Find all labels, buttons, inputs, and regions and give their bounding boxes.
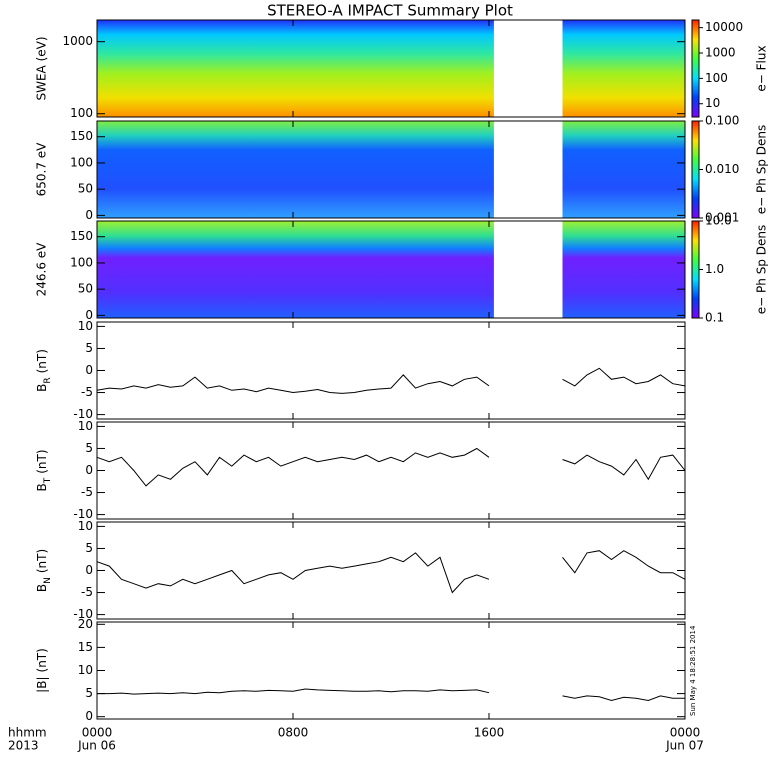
y-tick-label: 100 — [70, 106, 93, 120]
y-tick-label: -10 — [73, 607, 93, 621]
y-label-subscript: R — [43, 377, 53, 383]
data-line — [96, 447, 686, 487]
y-tick-label: 5 — [85, 341, 93, 355]
y-tick-label: 15 — [78, 640, 93, 654]
timestamp: Sun May 4 18:28:51 2014 — [689, 625, 697, 716]
colorbar-tick-label: 0.010 — [705, 162, 739, 176]
y-tick-label: 100 — [70, 255, 93, 269]
y-tick-label: 10 — [78, 419, 93, 433]
year-label: 2013 — [8, 739, 39, 753]
x-tick-label: 0000 — [82, 726, 113, 740]
y-tick-label: -5 — [81, 585, 93, 599]
data-line — [96, 367, 686, 394]
spectrogram-segment — [562, 121, 685, 218]
x-tick-label: 0000 — [670, 726, 701, 740]
y-tick-label: -5 — [81, 385, 93, 399]
panel-frame — [96, 321, 686, 420]
y-axis-label: BR (nT) — [35, 349, 53, 392]
y-tick-label: 150 — [70, 229, 93, 243]
colorbar-tick-label: 100 — [705, 71, 728, 85]
colorbar-tick-label: 10 — [705, 96, 720, 110]
y-tick-label: -10 — [73, 407, 93, 421]
y-tick-label: 0 — [85, 208, 93, 222]
colorbar-tick-label: 0.100 — [705, 114, 739, 128]
y-tick-label: 20 — [78, 617, 93, 631]
y-label-unit: (nT) — [35, 549, 49, 573]
y-tick-label: 0 — [85, 709, 93, 723]
y-tick-label: 10 — [78, 519, 93, 533]
colorbar-label: e− Ph Sp Dens — [755, 125, 769, 214]
y-label-symbol: B — [35, 584, 49, 592]
spectrogram-segment — [562, 20, 685, 117]
colorbar-tick-label: 10000 — [705, 20, 743, 34]
y-tick-label: 5 — [85, 541, 93, 555]
panel-frame — [96, 621, 686, 720]
y-tick-label: 5 — [85, 441, 93, 455]
y-label-symbol: |B| — [35, 676, 49, 692]
y-tick-label: 10 — [78, 319, 93, 333]
data-line — [97, 688, 685, 702]
y-label-unit: (nT) — [35, 349, 49, 373]
y-tick-label: 10 — [78, 663, 93, 677]
y-tick-label: 150 — [70, 129, 93, 143]
y-tick-label: 50 — [78, 182, 93, 196]
panel-frame — [96, 19, 686, 118]
y-axis-label: BN (nT) — [35, 549, 53, 592]
x-tick-label: 0800 — [278, 726, 309, 740]
colorbar-tick-label: 0.001 — [705, 211, 739, 225]
title: STEREO-A IMPACT Summary Plot — [267, 2, 513, 20]
spectrogram-segment — [562, 221, 685, 318]
x-date-label: Jun 06 — [77, 739, 116, 753]
colorbar-label: e− Flux — [755, 45, 769, 91]
y-tick-label: -5 — [81, 485, 93, 499]
colorbar — [691, 19, 700, 118]
spectrogram-segment — [97, 20, 494, 117]
y-tick-label: 50 — [78, 282, 93, 296]
y-label-subscript: N — [43, 577, 53, 584]
colorbar-label: e− Ph Sp Dens — [755, 225, 769, 314]
y-axis-label: 650.7 eV — [35, 142, 49, 197]
time-label: hhmm — [8, 726, 47, 740]
panel-frame — [96, 521, 686, 620]
y-label-subscript: T — [43, 477, 53, 484]
y-tick-label: 0 — [85, 563, 93, 577]
y-tick-label: 0 — [85, 463, 93, 477]
x-tick-label: 1600 — [474, 726, 505, 740]
spectrogram-segment — [97, 221, 494, 318]
colorbar — [691, 120, 700, 219]
colorbar-tick-label: 0.1 — [705, 311, 724, 325]
y-label-unit: (nT) — [35, 648, 49, 672]
colorbar — [691, 220, 700, 319]
y-tick-label: 1000 — [62, 34, 93, 48]
y-label-unit: (nT) — [35, 449, 49, 473]
y-tick-label: 100 — [70, 155, 93, 169]
spectrogram-segment — [97, 121, 494, 218]
y-tick-label: -10 — [73, 507, 93, 521]
y-label-symbol: B — [35, 483, 49, 491]
panel-frame — [96, 220, 686, 319]
y-axis-label: BT (nT) — [35, 449, 53, 491]
panel-frame — [96, 120, 686, 219]
y-axis-label: |B| (nT) — [35, 648, 49, 693]
y-tick-label: 0 — [85, 363, 93, 377]
y-axis-label: 246.6 eV — [35, 242, 49, 297]
y-axis-label: SWEA (eV) — [35, 36, 49, 100]
colorbar-tick-label: 1000 — [705, 46, 736, 60]
y-label-symbol: B — [35, 384, 49, 392]
y-tick-label: 5 — [85, 686, 93, 700]
data-line — [96, 550, 686, 594]
y-tick-label: 0 — [85, 308, 93, 322]
colorbar-tick-label: 10.0 — [705, 214, 732, 228]
colorbar-tick-label: 1.0 — [705, 262, 724, 276]
x-date-label: Jun 07 — [665, 739, 704, 753]
panel-frame — [96, 421, 686, 520]
